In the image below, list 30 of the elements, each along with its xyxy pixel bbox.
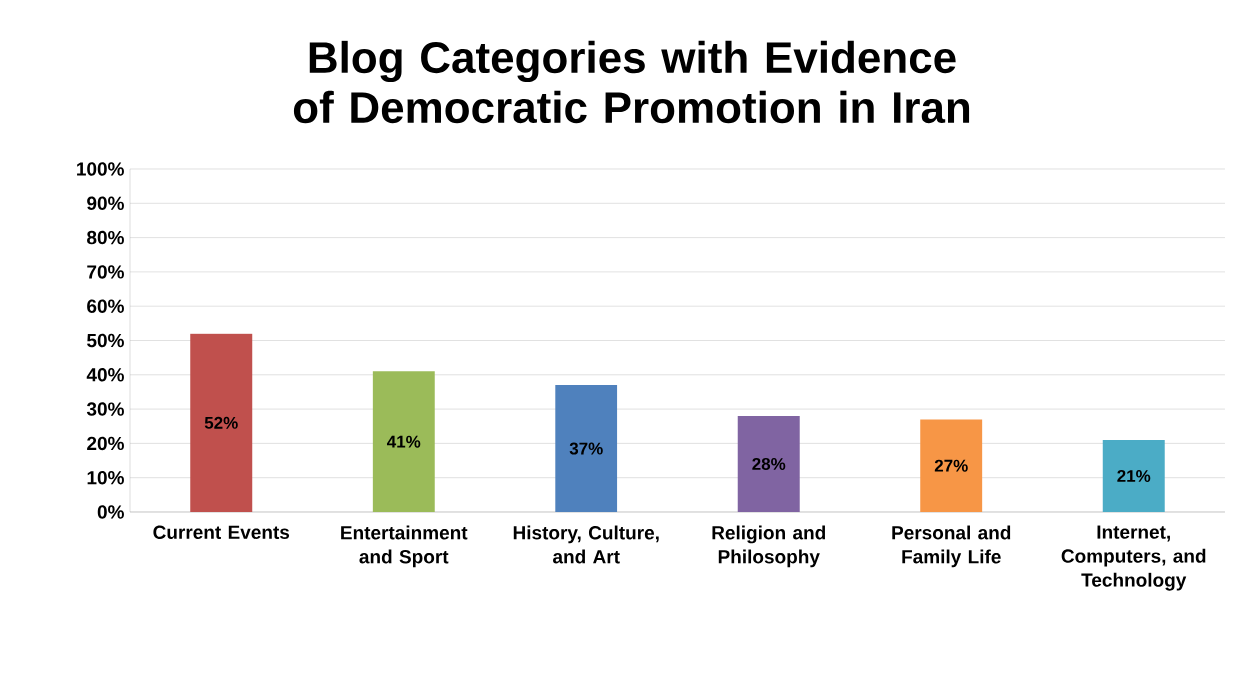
x-tick-label: History, Culture, and Art — [513, 525, 659, 564]
data-label: 28% — [752, 457, 786, 470]
x-tick-label: Religion and Philosophy — [712, 525, 826, 568]
y-tick-label: 20% — [87, 436, 124, 451]
data-label: 27% — [934, 459, 968, 472]
x-tick-label: Current Events — [153, 525, 290, 539]
y-tick-label: 0% — [97, 505, 124, 519]
x-tick-label: Personal and Family Life — [892, 525, 1011, 568]
y-tick-label: 90% — [87, 196, 124, 211]
y-tick-label: 70% — [87, 265, 124, 279]
bar — [555, 385, 618, 512]
bar — [920, 419, 983, 512]
bar — [190, 333, 253, 512]
bar — [1102, 439, 1165, 512]
y-tick-label: 40% — [86, 368, 124, 382]
data-label: 52% — [204, 416, 238, 429]
y-tick-label: 60% — [87, 299, 124, 313]
bar — [372, 371, 435, 512]
chart-title: Blog Categories with Evidence of Democratic Promotion in Iran — [293, 40, 970, 124]
data-label: 37% — [569, 442, 603, 455]
x-tick-label: Internet, Computers, and Technology — [1061, 525, 1206, 591]
y-tick-label: 10% — [87, 470, 124, 485]
data-label: 21% — [1117, 469, 1151, 482]
y-tick-label: 30% — [86, 402, 124, 416]
y-tick-label: 100% — [77, 162, 124, 176]
bar — [737, 415, 800, 512]
y-tick-label: 80% — [87, 230, 124, 245]
y-tick-label: 50% — [87, 333, 124, 348]
x-tick-label: Entertainment and Sport — [341, 525, 468, 568]
data-label: 41% — [386, 435, 421, 448]
